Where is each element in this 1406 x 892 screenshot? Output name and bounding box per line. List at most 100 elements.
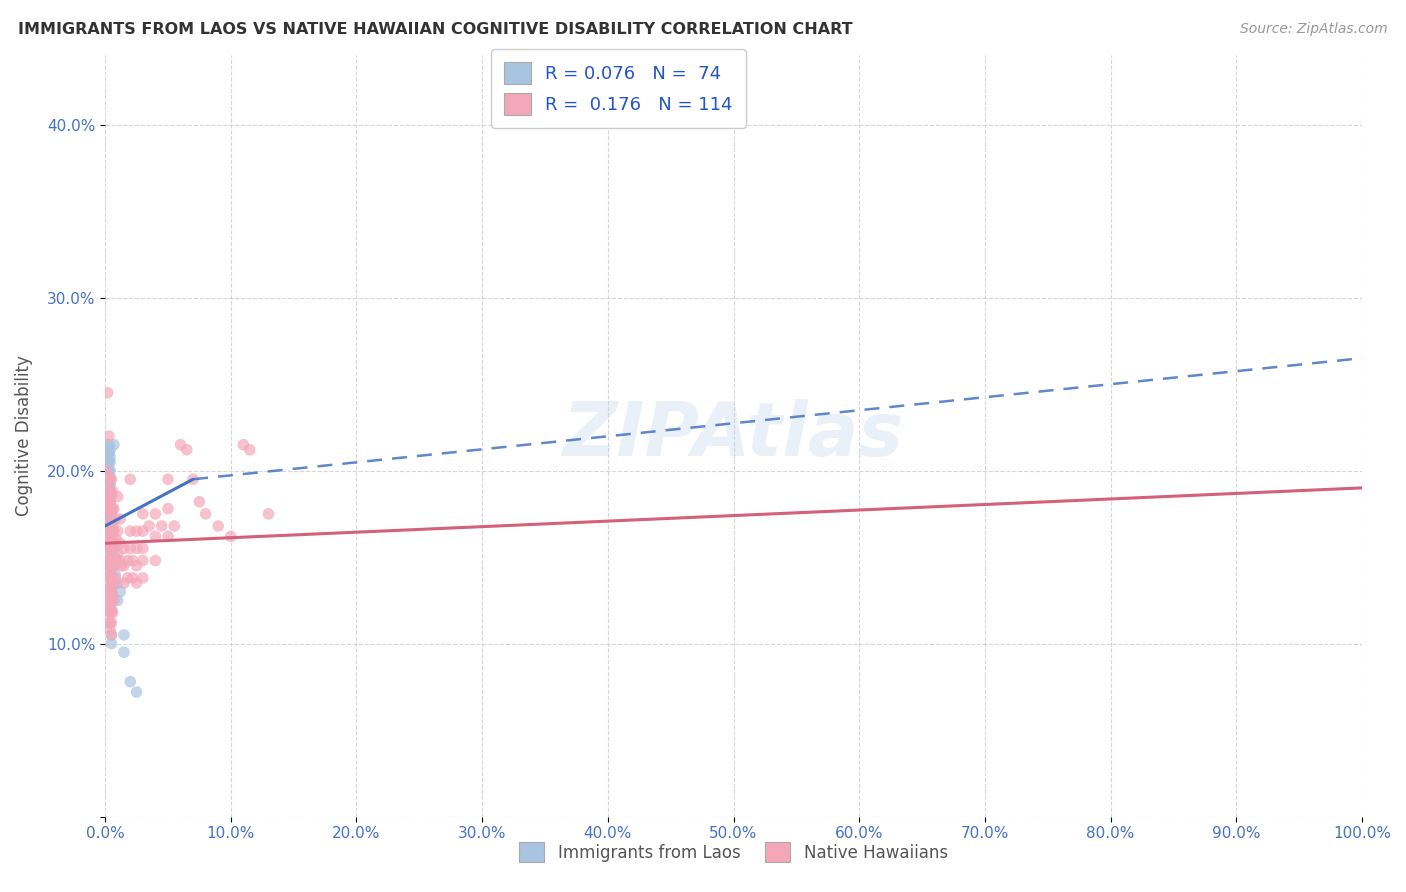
Point bbox=[117, 553, 139, 567]
Point bbox=[112, 645, 135, 659]
Point bbox=[100, 524, 122, 538]
Point bbox=[97, 494, 120, 508]
Point bbox=[104, 550, 127, 565]
Point bbox=[98, 442, 121, 457]
Point bbox=[96, 472, 118, 486]
Point bbox=[163, 519, 186, 533]
Point bbox=[98, 512, 121, 526]
Point bbox=[97, 501, 120, 516]
Point bbox=[156, 472, 179, 486]
Point bbox=[103, 558, 125, 573]
Point bbox=[97, 484, 120, 499]
Point bbox=[156, 501, 179, 516]
Point bbox=[103, 576, 125, 591]
Point bbox=[98, 615, 121, 630]
Point bbox=[97, 385, 120, 400]
Point bbox=[105, 553, 128, 567]
Point bbox=[97, 581, 120, 595]
Point bbox=[101, 593, 124, 607]
Point bbox=[120, 472, 142, 486]
Point bbox=[101, 588, 124, 602]
Point bbox=[103, 593, 125, 607]
Point bbox=[98, 599, 121, 613]
Point bbox=[100, 567, 122, 582]
Point bbox=[121, 553, 143, 567]
Point bbox=[100, 516, 122, 530]
Point bbox=[97, 472, 120, 486]
Point bbox=[97, 519, 120, 533]
Point bbox=[232, 437, 254, 451]
Point bbox=[100, 628, 122, 642]
Point bbox=[101, 576, 124, 591]
Point bbox=[145, 507, 167, 521]
Point bbox=[120, 674, 142, 689]
Point bbox=[108, 553, 131, 567]
Point bbox=[97, 464, 120, 478]
Point bbox=[145, 553, 167, 567]
Point bbox=[97, 606, 120, 620]
Point bbox=[104, 571, 127, 585]
Point bbox=[97, 477, 120, 491]
Point bbox=[100, 501, 122, 516]
Point bbox=[101, 558, 124, 573]
Point bbox=[145, 529, 167, 543]
Point bbox=[103, 558, 125, 573]
Point bbox=[96, 472, 118, 486]
Point bbox=[97, 472, 120, 486]
Point bbox=[110, 558, 132, 573]
Point bbox=[97, 484, 120, 499]
Point bbox=[100, 547, 122, 561]
Point bbox=[98, 494, 121, 508]
Point bbox=[96, 464, 118, 478]
Point bbox=[97, 429, 120, 443]
Point bbox=[138, 519, 160, 533]
Point bbox=[101, 571, 124, 585]
Point bbox=[100, 550, 122, 565]
Point bbox=[97, 464, 120, 478]
Point bbox=[98, 519, 121, 533]
Point bbox=[98, 623, 121, 637]
Point bbox=[108, 512, 131, 526]
Point bbox=[97, 446, 120, 460]
Point bbox=[107, 547, 129, 561]
Point bbox=[104, 567, 127, 582]
Point bbox=[100, 541, 122, 556]
Point bbox=[101, 524, 124, 538]
Point bbox=[97, 494, 120, 508]
Point bbox=[97, 446, 120, 460]
Point bbox=[97, 615, 120, 630]
Point bbox=[101, 606, 124, 620]
Point bbox=[125, 524, 148, 538]
Point bbox=[100, 512, 122, 526]
Point bbox=[103, 524, 125, 538]
Point bbox=[97, 512, 120, 526]
Point bbox=[112, 628, 135, 642]
Point bbox=[101, 541, 124, 556]
Point bbox=[125, 576, 148, 591]
Point bbox=[98, 464, 121, 478]
Point bbox=[132, 524, 155, 538]
Point bbox=[169, 437, 191, 451]
Point bbox=[101, 536, 124, 550]
Point bbox=[100, 615, 122, 630]
Point bbox=[104, 553, 127, 567]
Point bbox=[105, 533, 128, 547]
Point bbox=[100, 533, 122, 547]
Point bbox=[257, 507, 280, 521]
Point bbox=[100, 558, 122, 573]
Point bbox=[100, 606, 122, 620]
Point bbox=[98, 484, 121, 499]
Point bbox=[97, 588, 120, 602]
Point bbox=[100, 524, 122, 538]
Point bbox=[97, 507, 120, 521]
Point bbox=[98, 553, 121, 567]
Point bbox=[112, 541, 135, 556]
Point bbox=[120, 524, 142, 538]
Point bbox=[98, 494, 121, 508]
Point bbox=[117, 571, 139, 585]
Point bbox=[97, 437, 120, 451]
Point bbox=[100, 490, 122, 504]
Point bbox=[132, 571, 155, 585]
Point bbox=[98, 553, 121, 567]
Point bbox=[97, 484, 120, 499]
